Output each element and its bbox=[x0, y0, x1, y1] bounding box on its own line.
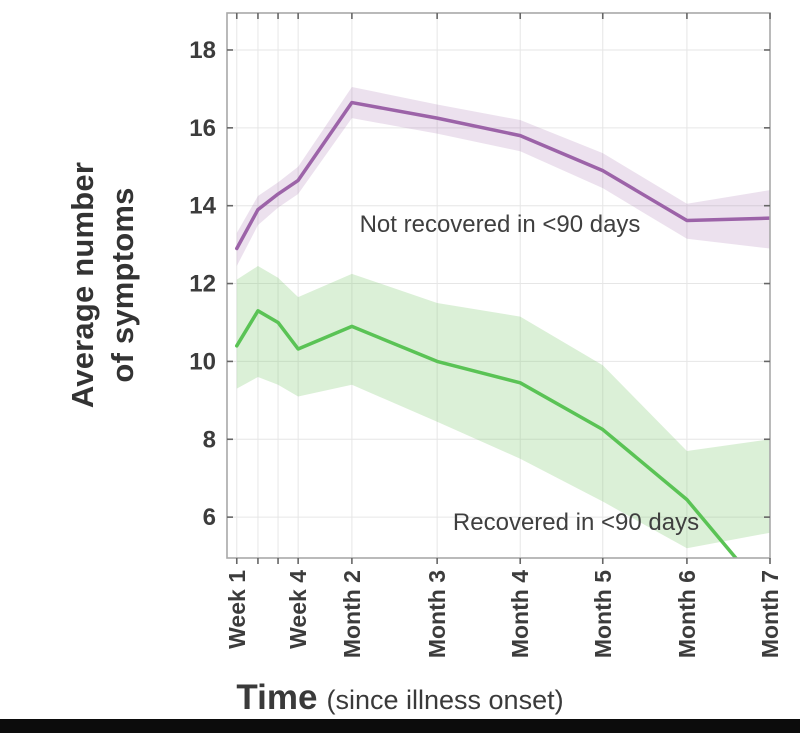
x-tick-label: Week 4 bbox=[285, 570, 311, 649]
y-tick-label: 16 bbox=[189, 115, 216, 142]
y-tick-labels: 6 8 10 12 14 16 18 bbox=[189, 37, 216, 531]
x-tick-label: Month 2 bbox=[339, 570, 365, 658]
axis-box bbox=[226, 12, 771, 559]
series-line-0 bbox=[235, 100, 770, 251]
annotation-recovered: Recovered in <90 days bbox=[452, 509, 700, 536]
tick-marks bbox=[227, 13, 771, 564]
confidence-band-0 bbox=[236, 86, 770, 267]
y-axis-label-line1: Average number bbox=[65, 161, 100, 409]
series-line-1 bbox=[235, 309, 739, 558]
annotation-not-recovered: Not recovered in <90 days bbox=[359, 211, 641, 238]
bottom-black-bar bbox=[0, 719, 800, 733]
y-tick-label: 10 bbox=[189, 348, 216, 375]
y-axis-label: Average number of symptoms bbox=[61, 45, 145, 525]
x-tick-labels: Week 1 Week 4 Month 2 Month 3 Month 4 Month 5… bbox=[224, 570, 783, 658]
x-axis-title: Time bbox=[236, 678, 318, 717]
x-tick-label: Week 1 bbox=[224, 570, 250, 649]
x-tick-label: Month 5 bbox=[590, 570, 616, 658]
x-tick-label: Month 7 bbox=[757, 570, 783, 658]
y-tick-label: 18 bbox=[189, 37, 216, 64]
y-tick-label: 8 bbox=[203, 426, 216, 453]
x-axis-subtitle: (since illness onset) bbox=[326, 685, 564, 715]
y-tick-label: 14 bbox=[189, 193, 216, 220]
y-tick-label: 12 bbox=[189, 271, 216, 298]
x-axis-label: Time (since illness onset) bbox=[0, 678, 800, 718]
confidence-band-1 bbox=[236, 266, 770, 549]
y-axis-label-line2: of symptoms bbox=[105, 187, 140, 383]
x-tick-label: Month 6 bbox=[674, 570, 700, 658]
x-tick-label: Month 3 bbox=[424, 570, 450, 658]
y-tick-label: 6 bbox=[203, 504, 216, 531]
x-tick-label: Month 4 bbox=[507, 570, 533, 658]
